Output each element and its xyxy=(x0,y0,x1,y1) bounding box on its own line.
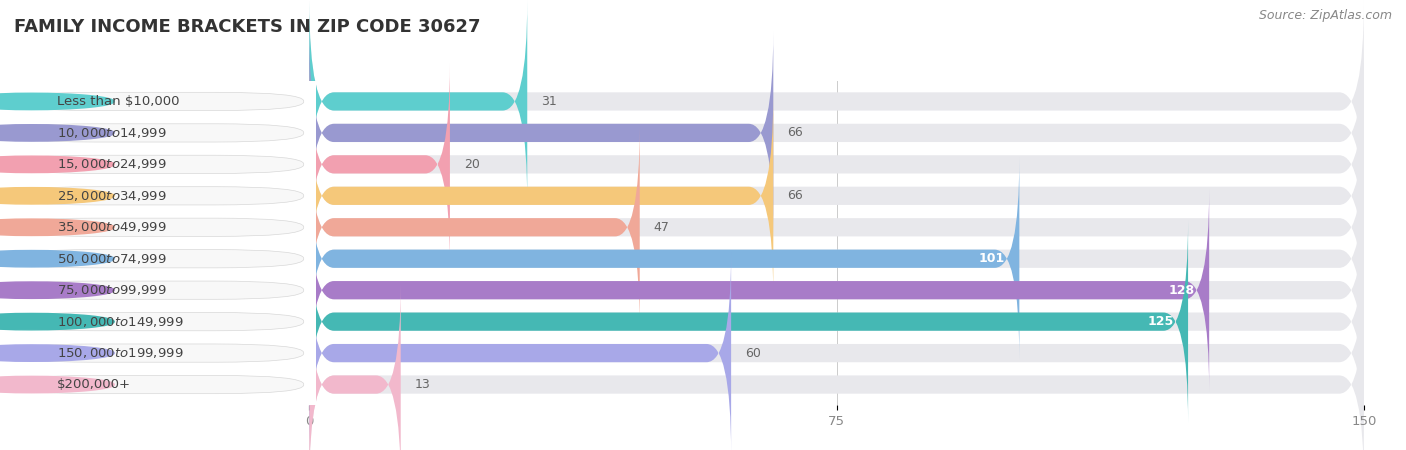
FancyBboxPatch shape xyxy=(309,189,1209,391)
Text: FAMILY INCOME BRACKETS IN ZIP CODE 30627: FAMILY INCOME BRACKETS IN ZIP CODE 30627 xyxy=(14,18,481,36)
Text: $35,000 to $49,999: $35,000 to $49,999 xyxy=(58,220,167,234)
FancyBboxPatch shape xyxy=(7,155,304,174)
FancyBboxPatch shape xyxy=(7,344,304,362)
FancyBboxPatch shape xyxy=(309,63,450,266)
Text: $100,000 to $149,999: $100,000 to $149,999 xyxy=(58,315,183,328)
FancyBboxPatch shape xyxy=(309,189,1364,391)
FancyBboxPatch shape xyxy=(309,158,1019,360)
FancyBboxPatch shape xyxy=(309,126,640,328)
FancyBboxPatch shape xyxy=(7,312,304,331)
Text: 13: 13 xyxy=(415,378,430,391)
FancyBboxPatch shape xyxy=(7,124,304,142)
Text: 47: 47 xyxy=(654,221,669,234)
Circle shape xyxy=(0,219,114,235)
Circle shape xyxy=(0,376,114,393)
Circle shape xyxy=(0,345,114,361)
FancyBboxPatch shape xyxy=(7,218,304,236)
Circle shape xyxy=(0,282,114,298)
FancyBboxPatch shape xyxy=(7,250,304,268)
FancyBboxPatch shape xyxy=(309,32,773,234)
Circle shape xyxy=(0,93,114,110)
Text: 101: 101 xyxy=(979,252,1005,265)
Text: $75,000 to $99,999: $75,000 to $99,999 xyxy=(58,283,167,297)
FancyBboxPatch shape xyxy=(309,95,773,297)
Text: 60: 60 xyxy=(745,346,761,360)
FancyBboxPatch shape xyxy=(309,0,527,202)
FancyBboxPatch shape xyxy=(309,284,1364,450)
Text: $200,000+: $200,000+ xyxy=(58,378,131,391)
Text: $150,000 to $199,999: $150,000 to $199,999 xyxy=(58,346,183,360)
Text: 125: 125 xyxy=(1147,315,1174,328)
Circle shape xyxy=(0,251,114,267)
Text: Source: ZipAtlas.com: Source: ZipAtlas.com xyxy=(1258,9,1392,22)
FancyBboxPatch shape xyxy=(309,220,1364,423)
FancyBboxPatch shape xyxy=(309,95,1364,297)
Text: $25,000 to $34,999: $25,000 to $34,999 xyxy=(58,189,167,203)
FancyBboxPatch shape xyxy=(7,375,304,394)
Circle shape xyxy=(0,125,114,141)
Text: 20: 20 xyxy=(464,158,479,171)
FancyBboxPatch shape xyxy=(309,32,1364,234)
Text: 31: 31 xyxy=(541,95,557,108)
FancyBboxPatch shape xyxy=(309,220,1188,423)
FancyBboxPatch shape xyxy=(309,0,1364,202)
FancyBboxPatch shape xyxy=(309,158,1364,360)
FancyBboxPatch shape xyxy=(7,187,304,205)
Circle shape xyxy=(0,188,114,204)
Text: 66: 66 xyxy=(787,126,803,140)
FancyBboxPatch shape xyxy=(7,281,304,299)
Text: Less than $10,000: Less than $10,000 xyxy=(58,95,180,108)
Circle shape xyxy=(0,156,114,172)
Text: 66: 66 xyxy=(787,189,803,202)
FancyBboxPatch shape xyxy=(309,284,401,450)
Text: $10,000 to $14,999: $10,000 to $14,999 xyxy=(58,126,167,140)
FancyBboxPatch shape xyxy=(309,252,731,450)
FancyBboxPatch shape xyxy=(7,92,304,111)
Text: 128: 128 xyxy=(1168,284,1195,297)
Text: $50,000 to $74,999: $50,000 to $74,999 xyxy=(58,252,167,266)
Text: $15,000 to $24,999: $15,000 to $24,999 xyxy=(58,158,167,171)
FancyBboxPatch shape xyxy=(309,126,1364,328)
FancyBboxPatch shape xyxy=(309,252,1364,450)
FancyBboxPatch shape xyxy=(309,63,1364,266)
Circle shape xyxy=(0,314,114,330)
